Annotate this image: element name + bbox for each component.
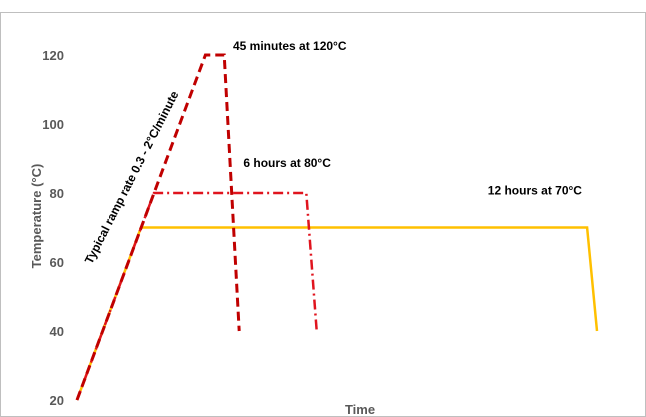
y-tick-label: 40 — [50, 324, 64, 339]
y-axis-ticks: 20 40 60 80 100 120 — [42, 48, 64, 408]
y-tick-label: 60 — [50, 255, 64, 270]
y-tick-label: 120 — [42, 48, 64, 63]
x-axis-title: Time — [345, 402, 375, 417]
y-axis-title: Temperature (°C) — [29, 164, 44, 269]
series-line — [75, 191, 318, 401]
y-tick-label: 20 — [50, 393, 64, 408]
chart-annotation: 45 minutes at 120°C — [233, 39, 347, 53]
chart-annotation: 12 hours at 70°C — [488, 184, 583, 198]
chart-annotation: 6 hours at 80°C — [243, 156, 331, 170]
chart-frame — [0, 12, 646, 417]
series-layer — [75, 53, 599, 401]
y-tick-label: 80 — [50, 186, 64, 201]
y-tick-label: 100 — [42, 117, 64, 132]
series-line — [75, 53, 241, 401]
